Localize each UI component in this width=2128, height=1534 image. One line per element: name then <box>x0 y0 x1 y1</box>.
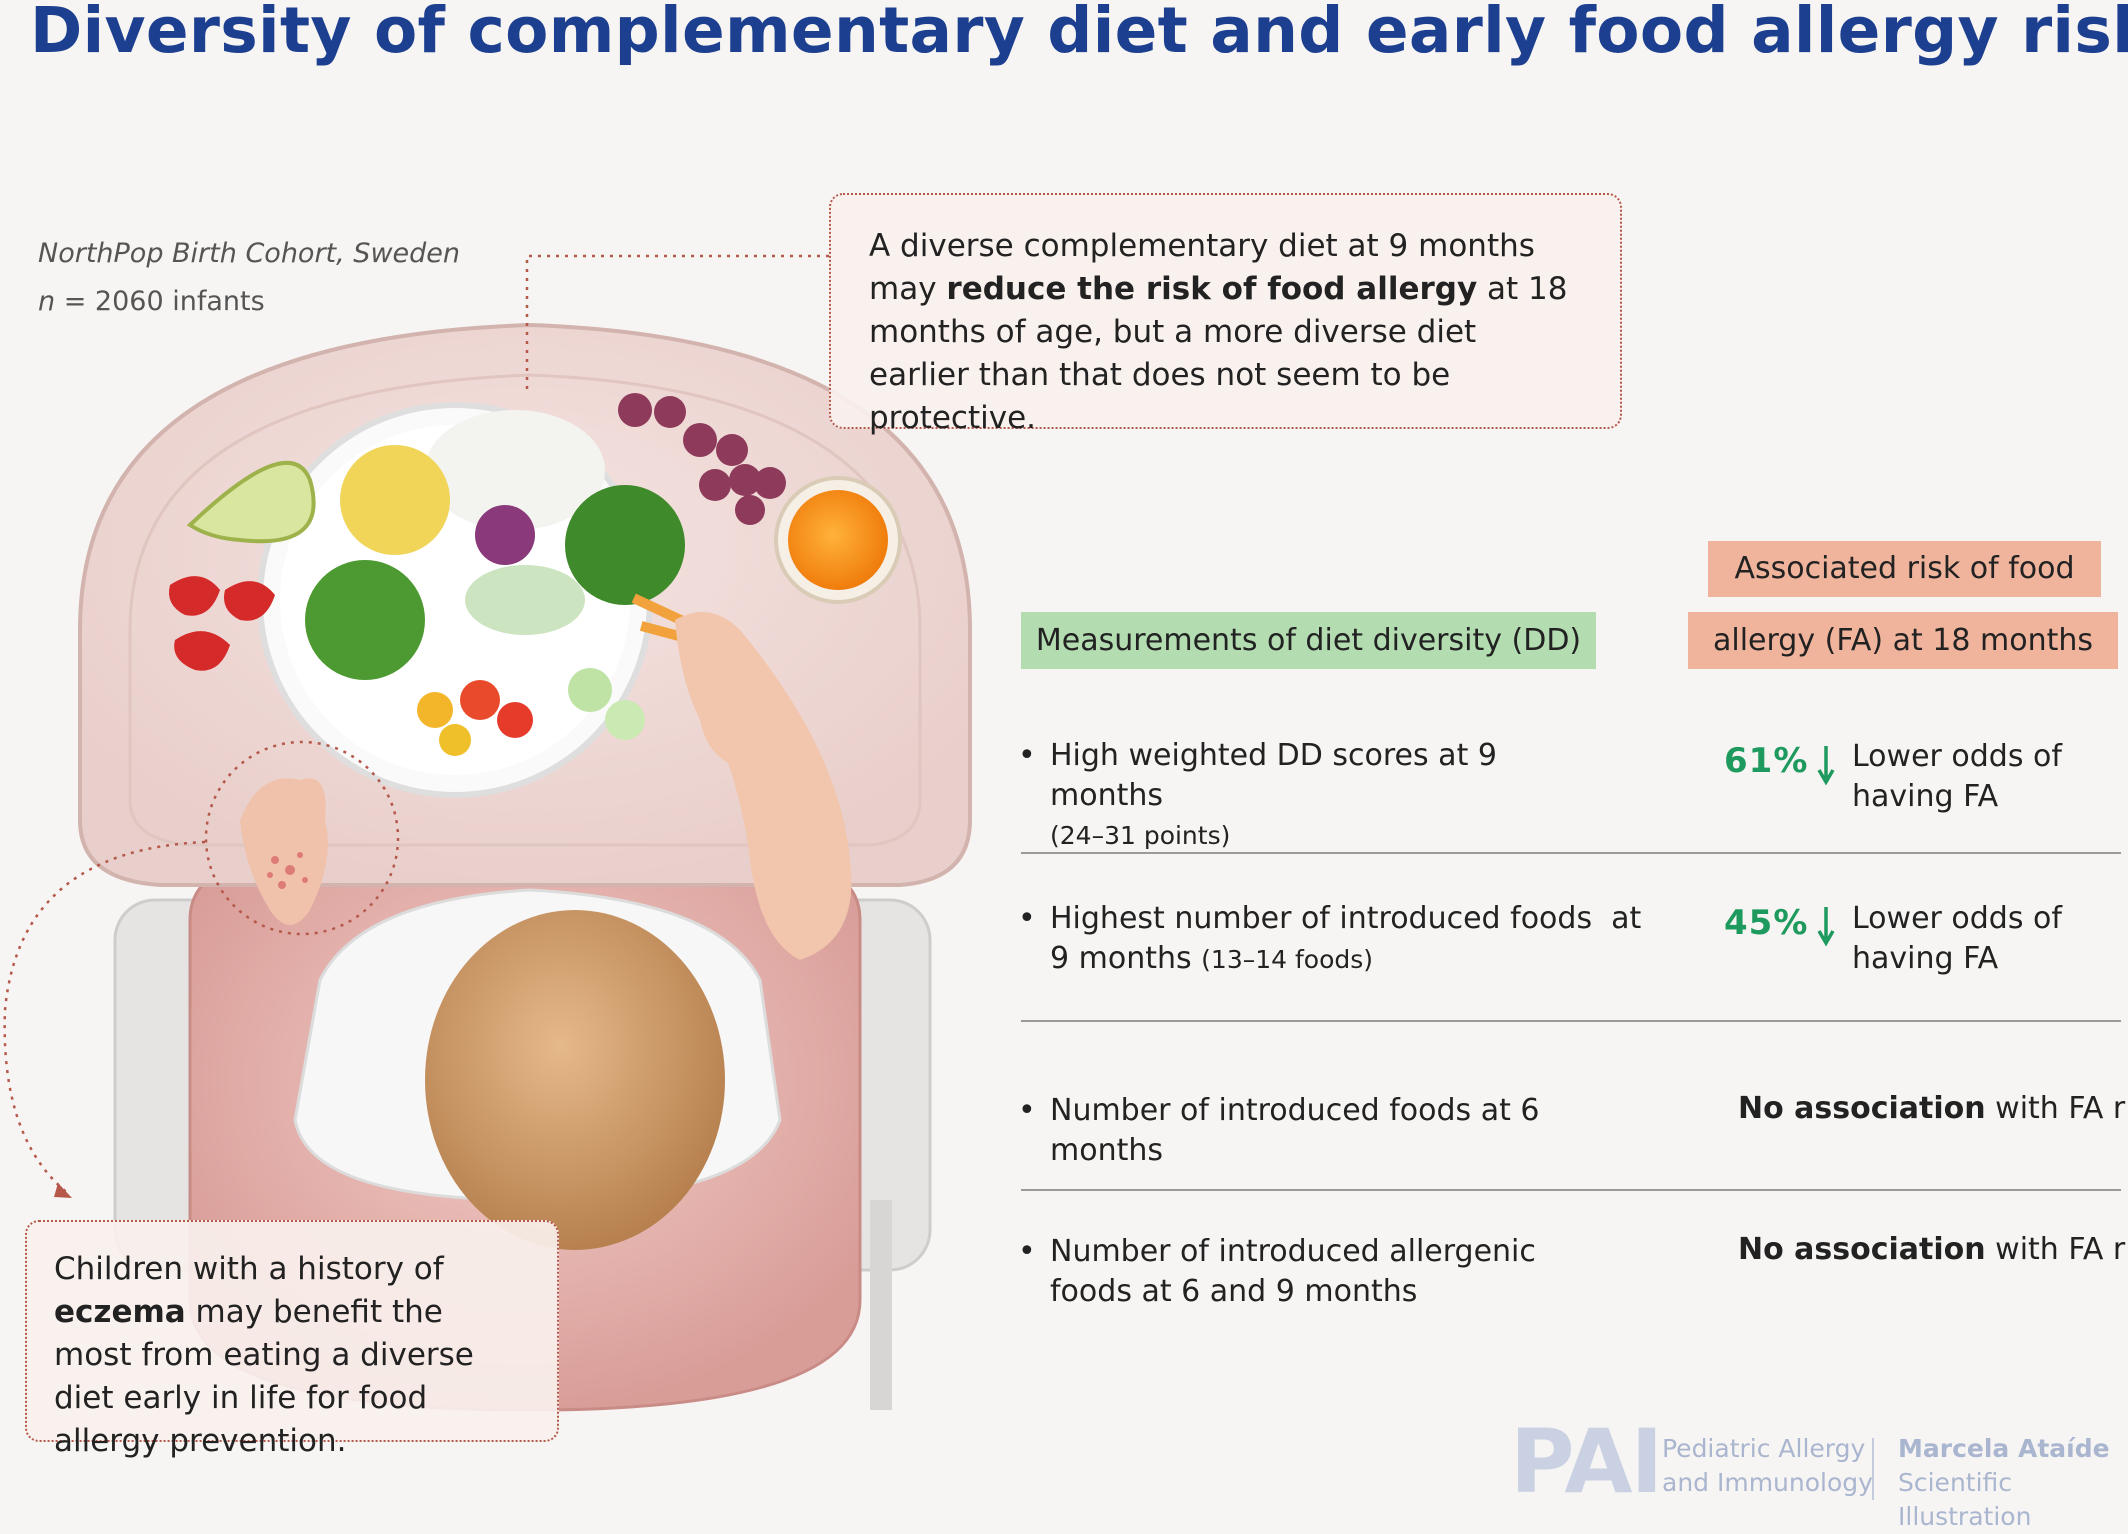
cohort-n-symbol: n <box>38 286 56 317</box>
risk-header-line2: allergy (FA) at 18 months <box>1688 612 2118 669</box>
row-2-text-line2: 9 months <box>1050 941 1192 976</box>
row-2-down-arrow-icon <box>1817 907 1835 947</box>
baby-head <box>425 910 725 1250</box>
row-2-detail: (13–14 foods) <box>1201 945 1374 974</box>
journal-name: Pediatric Allergy and Immunology <box>1662 1432 1873 1500</box>
row-2-measure: Highest number of introduced foods at 9 … <box>1050 899 1642 980</box>
baby-left-hand-eczema <box>240 778 328 925</box>
row-1-detail: (24–31 points) <box>1050 821 1231 850</box>
juice-cup <box>774 476 902 604</box>
cohort-n-count: = 2060 infants <box>55 286 265 317</box>
row-4-text: Number of introduced allergenic foods at… <box>1050 1234 1536 1309</box>
risk-header-line1: Associated risk of food <box>1708 541 2101 597</box>
eczema-note-text-1: Children with a history of <box>54 1251 444 1287</box>
leader-lines <box>3 254 829 1198</box>
row-divider <box>1021 852 2121 854</box>
pear-slice <box>186 460 316 544</box>
row-4-bullet: • <box>1018 1234 1036 1269</box>
strawberries <box>169 576 275 671</box>
cohort-name: NorthPop Birth Cohort, Sweden <box>38 238 460 269</box>
row-1-measure: High weighted DD scores at 9 months (24–… <box>1050 736 1610 856</box>
row-3-bullet: • <box>1018 1093 1036 1128</box>
row-2-text-line1: Highest number of introduced foods at <box>1050 901 1642 936</box>
grapes <box>618 393 786 525</box>
illustrator-credit: Marcela Ataíde Scientific Illustration <box>1898 1432 2128 1534</box>
eczema-note-box: Children with a history of eczema may be… <box>25 1220 559 1459</box>
row-3-association-bold: No association <box>1738 1091 1986 1126</box>
row-1-percent: 61% <box>1724 741 1809 781</box>
illustrator-title: Scientific Illustration <box>1898 1468 2032 1531</box>
row-2-bullet: • <box>1018 901 1036 936</box>
key-finding-highlight: reduce the risk of food allergy <box>946 271 1478 307</box>
row-3-association-rest: with FA risk <box>1995 1091 2128 1126</box>
baby-highchair-illustration <box>78 322 972 1412</box>
row-divider <box>1021 1020 2121 1022</box>
journal-name-line1: Pediatric Allergy <box>1662 1434 1866 1463</box>
row-4-association: No association with FA risk <box>1738 1232 2128 1267</box>
page-title: Diversity of complementary diet and earl… <box>30 0 2128 67</box>
eczema-highlight-circle <box>204 740 400 936</box>
row-1-text: High weighted DD scores at 9 months <box>1050 738 1497 813</box>
eczema-note-text-2: may benefit the most from eating a diver… <box>54 1294 474 1459</box>
illustrator-name: Marcela Ataíde <box>1898 1434 2110 1463</box>
footer-divider <box>1872 1438 1874 1500</box>
cohort-n: n = 2060 infants <box>38 278 460 326</box>
food-plate <box>257 402 711 798</box>
row-2-odds: Lower odds of having FA <box>1852 901 2062 976</box>
row-2-percent: 45% <box>1724 903 1809 943</box>
row-3-association: No association with FA risk <box>1738 1091 2128 1126</box>
row-4-association-rest: with FA risk <box>1995 1232 2128 1267</box>
leader-arrowhead <box>54 1183 72 1198</box>
key-finding-text-1: A diverse complementary diet at 9 months… <box>869 228 1535 307</box>
row-3-text: Number of introduced foods at 6 months <box>1050 1093 1540 1168</box>
eczema-note-highlight: eczema <box>54 1294 186 1330</box>
row-divider <box>1021 1189 2121 1191</box>
key-finding-text-2: at 18 months of age, but a more diverse … <box>869 271 1568 436</box>
measurements-header: Measurements of diet diversity (DD) <box>1021 612 1596 669</box>
journal-name-line2: and Immunology <box>1662 1468 1873 1497</box>
row-1-down-arrow-icon <box>1817 746 1835 786</box>
row-4-association-bold: No association <box>1738 1232 1986 1267</box>
pai-logo: PAI <box>1510 1410 1663 1513</box>
row-1-odds: Lower odds of having FA <box>1852 739 2062 814</box>
cohort-info: NorthPop Birth Cohort, Sweden n = 2060 i… <box>38 230 460 326</box>
row-1-bullet: • <box>1018 738 1036 773</box>
key-finding-box: A diverse complementary diet at 9 months… <box>829 193 1622 436</box>
